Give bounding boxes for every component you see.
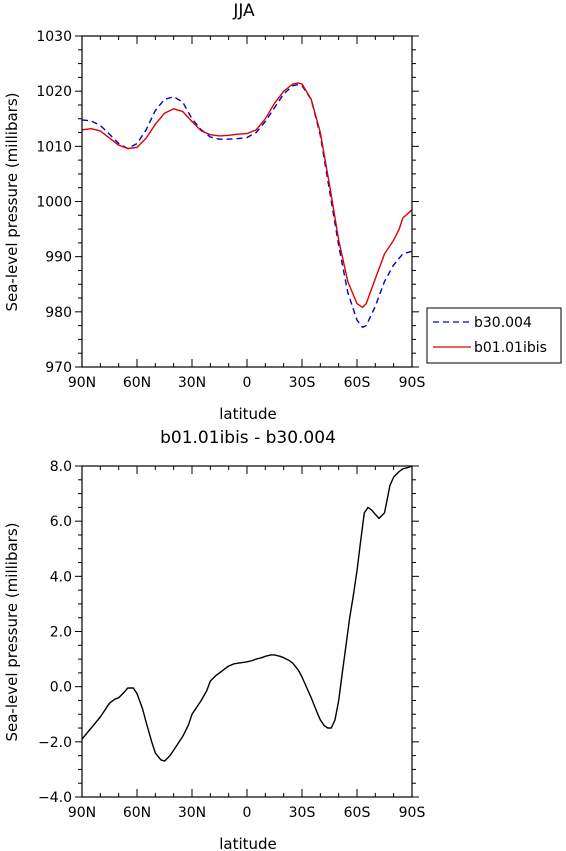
bottom-y-tick-label: 0.0 [50, 680, 72, 696]
top-y-tick-label: 1000 [36, 195, 72, 211]
bottom-series-line-difference [81, 465, 413, 762]
bottom-panel: b01.01ibis - b30.004 Sea-level pressure … [3, 428, 425, 851]
bottom-x-tick-label: 60S [344, 805, 371, 821]
top-y-axis-label: Sea-level pressure (millibars) [3, 92, 21, 311]
top-y-tick-label: 990 [45, 250, 72, 266]
bottom-x-tick-label: 60N [123, 805, 151, 821]
bottom-y-tick-label: 4.0 [50, 569, 72, 585]
top-chart-title: JJA [232, 1, 255, 21]
top-y-tick-label: 1030 [36, 29, 72, 45]
bottom-y-tick-label: −4.0 [38, 790, 72, 806]
bottom-y-tick-label: −2.0 [38, 735, 72, 751]
top-y-tick-label: 1010 [36, 139, 72, 155]
legend-label-b01-01ibis: b01.01ibis [474, 340, 547, 356]
top-x-tick-label: 30S [289, 375, 316, 391]
top-series-line-b01-01ibis [81, 82, 413, 309]
bottom-x-tick-label: 90S [399, 805, 426, 821]
top-x-tick-label: 60N [123, 375, 151, 391]
top-x-tick-label: 30N [178, 375, 206, 391]
top-y-tick-label: 980 [45, 305, 72, 321]
top-y-tick-label: 1020 [36, 84, 72, 100]
top-series-line-b30-004 [81, 83, 413, 328]
legend-label-b30-004: b30.004 [474, 315, 532, 331]
bottom-x-tick-label: 30N [178, 805, 206, 821]
top-x-axis-label: latitude [219, 405, 277, 423]
bottom-x-axis-label: latitude [219, 835, 277, 851]
top-x-tick-label: 90N [68, 375, 96, 391]
top-panel: JJA Sea-level pressure (millibars) latit… [3, 1, 425, 423]
top-x-tick-label: 0 [243, 375, 252, 391]
top-plot-frame [81, 35, 413, 368]
top-x-tick-label: 60S [344, 375, 371, 391]
legend: b30.004 b01.01ibis [426, 307, 562, 364]
bottom-y-tick-label: 6.0 [50, 514, 72, 530]
top-axis-ticks: 90N 60N 30N 0 30S 60S 90S 970 980 990 1000 1010 1020… [36, 29, 425, 391]
bottom-y-axis-label: Sea-level pressure (millibars) [3, 522, 21, 741]
bottom-series-lines [81, 465, 413, 762]
top-x-tick-label: 90S [399, 375, 426, 391]
bottom-x-tick-label: 90N [68, 805, 96, 821]
legend-box [426, 307, 562, 364]
bottom-x-tick-label: 0 [243, 805, 252, 821]
bottom-chart-title: b01.01ibis - b30.004 [160, 428, 336, 448]
top-y-tick-label: 970 [45, 360, 72, 376]
bottom-y-tick-label: 2.0 [50, 625, 72, 641]
bottom-plot-frame [81, 465, 413, 798]
bottom-y-tick-label: 8.0 [50, 459, 72, 475]
bottom-x-tick-label: 30S [289, 805, 316, 821]
bottom-axis-ticks: 90N 60N 30N 0 30S 60S 90S −4.0 −2.0 0.0 2.0 4.0 6.0 8… [38, 459, 425, 821]
top-series-lines [81, 82, 413, 328]
